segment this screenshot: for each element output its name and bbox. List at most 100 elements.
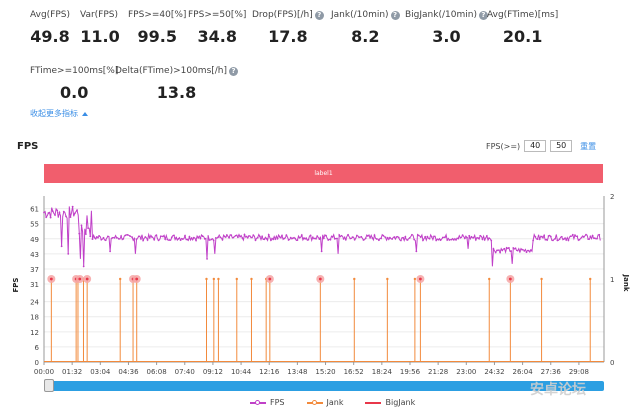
fps-point xyxy=(287,239,290,241)
bigjank-point xyxy=(78,277,82,281)
fps-point xyxy=(168,239,171,241)
fps-point xyxy=(47,212,50,214)
fps-point xyxy=(344,238,347,241)
fps-point xyxy=(331,236,334,238)
fps-point xyxy=(203,238,206,240)
stat-2: FPS>=40[%] 99.5 xyxy=(128,10,186,46)
stat-label-text: FTime>=100ms[%] xyxy=(30,66,119,76)
fps-point xyxy=(164,238,167,241)
fps-point xyxy=(426,235,429,238)
fps-point xyxy=(547,235,550,237)
fps-point xyxy=(406,239,409,241)
fps-point xyxy=(298,236,301,239)
fps-point xyxy=(259,235,261,238)
legend-label-jank: Jank xyxy=(326,398,344,407)
legend-item-fps[interactable]: FPS xyxy=(250,398,285,407)
fps-point xyxy=(316,235,319,237)
help-icon[interactable]: ? xyxy=(478,10,488,20)
y-right-tick-label: 1 xyxy=(610,276,614,284)
fps-threshold-input-2[interactable]: 50 xyxy=(550,140,573,152)
y-tick-label: 37 xyxy=(30,266,39,274)
fps-point xyxy=(466,236,468,239)
fps-point xyxy=(223,235,226,238)
fps-point xyxy=(395,236,398,238)
collapse-link-label[interactable]: 收起更多指标 xyxy=(30,109,78,118)
fps-point xyxy=(62,210,65,213)
help-icon[interactable]: ? xyxy=(390,10,400,20)
jank-point xyxy=(540,277,543,281)
fps-point xyxy=(490,239,493,242)
fps-point xyxy=(422,239,424,242)
fps-point xyxy=(267,233,270,236)
fps-point xyxy=(347,233,349,236)
fps-point xyxy=(336,237,338,240)
fps-point xyxy=(131,236,134,239)
fps-point xyxy=(362,239,365,241)
label-bar[interactable]: label1 xyxy=(44,164,603,183)
x-tick-label: 01:32 xyxy=(62,368,82,376)
fps-threshold-input-1[interactable]: 40 xyxy=(524,140,547,152)
jank-point xyxy=(353,277,356,281)
fps-point xyxy=(439,239,442,242)
fps-point xyxy=(261,235,264,238)
stat-label: FPS>=50[%] xyxy=(188,10,246,20)
fps-point xyxy=(159,235,162,238)
legend-item-bigjank[interactable]: BigJank xyxy=(365,398,415,407)
fps-point xyxy=(485,235,488,237)
fps-point xyxy=(104,239,107,242)
zoom-slider-track[interactable] xyxy=(44,381,604,391)
fps-point xyxy=(545,238,548,241)
legend-item-jank[interactable]: Jank xyxy=(306,398,344,407)
fps-point xyxy=(155,234,158,237)
fps-point xyxy=(578,238,581,241)
fps-point xyxy=(166,238,169,241)
fps-point xyxy=(221,238,224,241)
fps-point xyxy=(591,234,594,237)
zoom-slider-handle[interactable] xyxy=(44,379,54,392)
stat-label-text: Drop(FPS)[/h] xyxy=(252,10,313,20)
fps-point xyxy=(98,235,100,237)
fps-point xyxy=(184,234,186,237)
fps-point xyxy=(552,239,554,242)
fps-point xyxy=(248,235,250,237)
fps-point xyxy=(340,234,343,237)
fps-point xyxy=(195,239,197,242)
fps-point xyxy=(106,235,109,238)
fps-point xyxy=(419,236,422,238)
x-tick-label: 09:12 xyxy=(203,368,223,376)
fps-point xyxy=(76,209,78,212)
fps-point xyxy=(274,238,277,241)
fps-point xyxy=(232,236,235,239)
jank-point xyxy=(250,277,253,281)
fps-threshold-controls: FPS(>=) 40 50 重置 xyxy=(486,140,596,152)
fps-point xyxy=(512,247,515,249)
fps-point xyxy=(263,238,266,241)
x-tick-label: 21:28 xyxy=(428,368,448,376)
fps-point xyxy=(192,236,195,239)
fps-point xyxy=(120,235,123,237)
reset-button[interactable]: 重置 xyxy=(580,141,597,151)
fps-point xyxy=(523,249,526,252)
fps-point xyxy=(582,236,585,238)
help-icon[interactable]: ? xyxy=(314,10,324,20)
legend-swatch-fps xyxy=(250,399,266,405)
collapse-metrics-link[interactable]: 收起更多指标 xyxy=(30,108,88,119)
fps-point xyxy=(411,233,413,236)
fps-point xyxy=(593,237,596,240)
stat-8: FTime>=100ms[%] 0.0 xyxy=(30,66,118,102)
bigjank-point xyxy=(508,277,512,281)
fps-point xyxy=(527,249,530,252)
fps-point xyxy=(329,238,332,241)
help-icon[interactable]: ? xyxy=(229,66,239,76)
fps-point xyxy=(448,239,451,241)
jank-point xyxy=(589,277,592,281)
jank-point xyxy=(217,277,220,281)
x-tick-label: 13:48 xyxy=(287,368,307,376)
fps-point xyxy=(289,236,292,239)
bigjank-point xyxy=(49,277,53,281)
stat-value: 0.0 xyxy=(60,83,89,102)
x-tick-label: 18:24 xyxy=(372,368,393,376)
fps-point xyxy=(292,237,294,239)
fps-point xyxy=(560,235,563,238)
fps-point xyxy=(468,234,471,237)
